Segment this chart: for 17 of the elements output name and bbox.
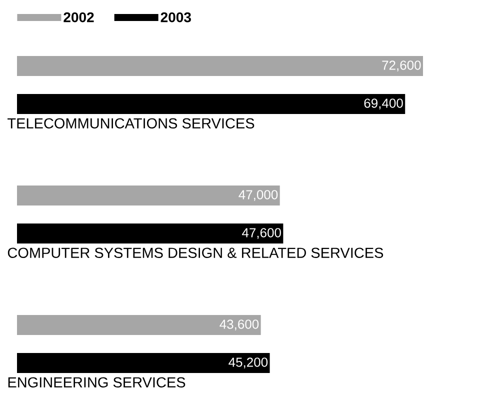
- bar: [17, 56, 424, 76]
- data-label: 45,200: [228, 358, 268, 368]
- bar: [17, 353, 270, 374]
- bar: [17, 94, 406, 114]
- data-label: 69,400: [364, 98, 403, 110]
- y-tick-label: COMPUTER SYSTEMS DESIGN & RELATED SERVICES: [8, 248, 384, 258]
- bar: [17, 224, 284, 244]
- legend-label: 2003: [160, 12, 191, 22]
- bar: [17, 186, 280, 206]
- data-label: 43,600: [220, 320, 259, 330]
- bar: [17, 315, 261, 336]
- y-tick-label: ENGINEERING SERVICES: [8, 377, 186, 388]
- legend-label: 2002: [64, 12, 94, 22]
- data-label: 72,600: [382, 60, 421, 72]
- data-label: 47,600: [242, 228, 281, 239]
- data-label: 47,000: [238, 190, 278, 201]
- y-tick-label: TELECOMMUNICATIONS SERVICES: [8, 118, 254, 128]
